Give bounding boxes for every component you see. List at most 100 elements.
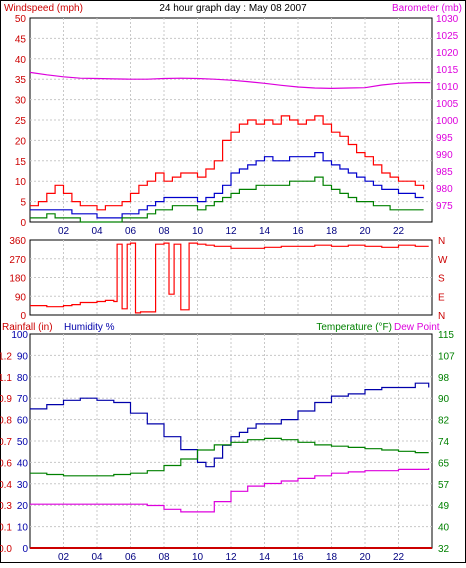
chart-title: 24 hour graph day : May 08 2007	[159, 3, 307, 14]
humidity-tick-label: 80	[17, 373, 29, 384]
gust-series-line	[30, 115, 425, 211]
compass-label: W	[438, 255, 448, 266]
x-tick-label: 12	[225, 552, 237, 563]
humidity-tick-label: 0	[22, 544, 28, 555]
direction-degree-label: 0	[20, 311, 26, 322]
barometer-tick-label: 975	[436, 201, 453, 212]
x-tick-label: 20	[359, 552, 371, 563]
temperature-tick-label: 115	[438, 330, 454, 341]
x-tick-label: 18	[326, 226, 338, 237]
windspeed-tick-label: 15	[15, 157, 27, 168]
barometer-tick-label: 1015	[436, 65, 459, 76]
windspeed-tick-label: 20	[15, 136, 27, 147]
wind-series-line	[30, 176, 424, 223]
rainfall-tick-label: 1.2	[0, 351, 12, 362]
x-tick-label: 18	[326, 552, 338, 563]
barometer-tick-label: 1005	[436, 99, 459, 110]
windspeed-tick-label: 25	[15, 116, 27, 127]
barometer-tick-label: 1025	[436, 31, 459, 42]
rainfall-tick-label: 0.1	[0, 523, 12, 534]
humidity-tick-label: 10	[17, 523, 29, 534]
temperature-tick-label: 82	[438, 416, 450, 427]
rainfall-tick-label: 0.3	[0, 501, 12, 512]
x-tick-label: 04	[91, 552, 103, 563]
rainfall-tick-label: 0.7	[0, 437, 12, 448]
x-tick-label: 10	[192, 226, 204, 237]
x-tick-label: 06	[125, 226, 137, 237]
temperature-axis-title: Temperature (°F)	[316, 322, 392, 333]
direction-degree-label: 180	[9, 274, 26, 285]
x-tick-label: 16	[292, 552, 304, 563]
x-tick-label: 22	[393, 552, 405, 563]
x-tick-label: 20	[359, 226, 371, 237]
temperature-tick-label: 40	[438, 523, 450, 534]
windspeed-tick-label: 45	[15, 34, 27, 45]
panel-temperature-humidity: 0.0 0 0.1 10 0.3 20 0.4 30 0.6 40 0.7 50 0.8 60 0.9 70 1…	[0, 330, 455, 563]
barometer-tick-label: 985	[436, 167, 453, 178]
humidity-tick-label: 30	[17, 480, 29, 491]
barometer-line	[29, 71, 431, 90]
temperature-tick-label: 107	[438, 351, 455, 362]
barometer-tick-label: 995	[436, 133, 453, 144]
x-tick-label: 06	[125, 552, 137, 563]
x-tick-label: 10	[192, 552, 204, 563]
rainfall-tick-label: 0.4	[0, 480, 12, 491]
humidity-tick-label: 90	[17, 351, 29, 362]
temperature-tick-label: 65	[438, 458, 450, 469]
windspeed-tick-label: 40	[15, 55, 27, 66]
x-tick-label: 08	[158, 226, 170, 237]
windspeed-tick-label: 35	[15, 75, 27, 86]
humidity-tick-label: 50	[17, 437, 29, 448]
barometer-axis-title: Barometer (mb)	[392, 3, 462, 14]
temperature-tick-label: 74	[438, 437, 450, 448]
windspeed-axis-title: Windspeed (mph)	[4, 3, 83, 14]
temperature-tick-label: 32	[438, 544, 450, 555]
x-tick-label: 02	[58, 226, 70, 237]
humidity-tick-label: 60	[17, 416, 29, 427]
windspeed-tick-label: 5	[20, 198, 26, 209]
temperature-tick-label: 49	[438, 501, 450, 512]
compass-label: N	[438, 311, 445, 322]
x-tick-label: 14	[259, 552, 271, 563]
compass-label: E	[438, 292, 445, 303]
barometer-tick-label: 1030	[436, 14, 459, 25]
windspeed-tick-label: 0	[20, 218, 26, 229]
humidity-tick-label: 40	[17, 458, 29, 469]
x-tick-label: 08	[158, 552, 170, 563]
temperature-tick-label: 57	[438, 480, 450, 491]
x-tick-label: 04	[91, 226, 103, 237]
barometer-tick-label: 1000	[436, 116, 459, 127]
x-tick-label: 22	[393, 226, 405, 237]
rainfall-tick-label: 0.6	[0, 458, 12, 469]
barometer-tick-label: 1020	[436, 48, 459, 59]
windspeed-tick-label: 10	[15, 177, 27, 188]
humidity-tick-label: 70	[17, 394, 29, 405]
x-tick-label: 02	[58, 552, 70, 563]
barometer-tick-label: 990	[436, 150, 453, 161]
dewpoint-axis-title: Dew Point	[394, 322, 440, 333]
average-series-line	[30, 152, 424, 219]
humidity-axis-title: Humidity %	[64, 322, 115, 333]
barometer-tick-label: 980	[436, 184, 453, 195]
rainfall-tick-label: 0.0	[0, 544, 12, 555]
wind-direction-line	[30, 242, 429, 314]
x-tick-label: 16	[292, 226, 304, 237]
rainfall-tick-label: 1.1	[0, 373, 12, 384]
compass-label: N	[438, 236, 445, 247]
rainfall-tick-label: 0.9	[0, 394, 12, 405]
rainfall-tick-label: 0.8	[0, 416, 12, 427]
x-tick-label: 12	[225, 226, 237, 237]
x-tick-label: 14	[259, 226, 271, 237]
panel-wind-barometer: 0510152025303540455097598098599099510001…	[15, 14, 459, 237]
temperature-tick-label: 90	[438, 394, 450, 405]
direction-degree-label: 360	[9, 236, 26, 247]
rainfall-axis-title: Rainfall (in)	[2, 322, 53, 333]
windspeed-tick-label: 30	[15, 96, 27, 107]
dewpoint-line	[30, 468, 430, 513]
humidity-tick-label: 100	[11, 330, 28, 341]
temperature-tick-label: 98	[438, 373, 450, 384]
humidity-tick-label: 20	[17, 501, 29, 512]
